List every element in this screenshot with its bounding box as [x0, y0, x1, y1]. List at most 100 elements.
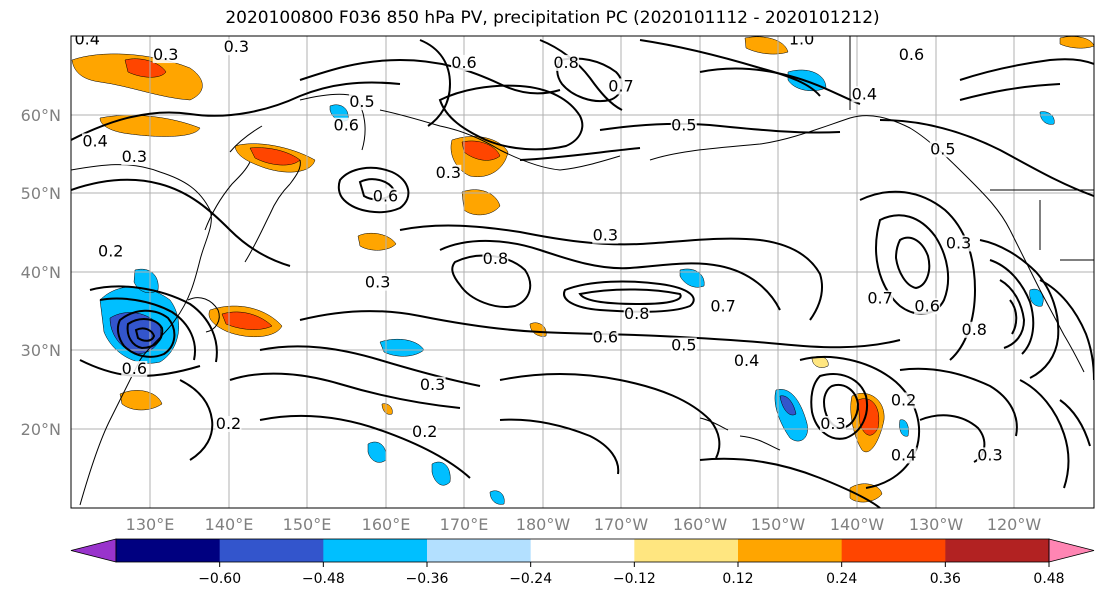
- contour-label-bg: [333, 117, 360, 134]
- colorbar-swatch: [841, 539, 946, 562]
- contour-label: 0.3: [153, 45, 178, 64]
- colorbar-tick-label: 0.36: [930, 571, 961, 587]
- contour-label: 0.3: [977, 445, 1002, 464]
- contour-label: 0.6: [451, 53, 476, 72]
- shade-negative: [379, 339, 425, 357]
- contour-label: 0.6: [122, 359, 147, 378]
- contour-label-bg: [819, 416, 846, 432]
- contour-label: 0.6: [334, 116, 359, 135]
- shade-positive: [119, 390, 163, 411]
- map-frame: [70, 35, 1095, 509]
- shade-negative: [679, 268, 705, 288]
- colorbar-swatch: [219, 539, 324, 562]
- contour-label-bg: [976, 447, 1003, 464]
- colorbar-swatch: [323, 539, 428, 562]
- colorbar-swatch: [530, 539, 635, 562]
- contour-label: 0.2: [216, 414, 241, 433]
- shade-negative: [431, 461, 451, 486]
- contour-label: 0.5: [671, 336, 696, 355]
- shade-negative: [899, 419, 909, 437]
- contour-label: 0.4: [734, 351, 759, 370]
- colorbar-swatch: [945, 539, 1050, 562]
- graticule: [71, 36, 1094, 508]
- colorbar-frame: [115, 538, 1050, 563]
- contour-label: 0.2: [412, 422, 437, 441]
- lon-tick-label: 130°W: [909, 515, 964, 530]
- shade-positive: [71, 53, 203, 101]
- shade-positive: [529, 322, 547, 337]
- contour-label: 0.8: [553, 53, 578, 72]
- colorbar-tick-label: −0.60: [198, 571, 241, 587]
- contour-label: 0.6: [373, 186, 398, 205]
- shade-positive: [357, 233, 397, 251]
- shade-positive: [381, 403, 393, 415]
- contour-label: 0.7: [608, 76, 633, 95]
- contour-label: 0.3: [122, 147, 147, 166]
- contour-label-bg: [788, 36, 815, 48]
- shade-negative: [1029, 288, 1044, 307]
- colorbar-tick-label: 0.12: [722, 571, 753, 587]
- shade-positive: [849, 483, 883, 503]
- lat-tick-label: 30°N: [21, 341, 61, 360]
- contour-label: 0.4: [82, 131, 107, 150]
- contour-label-bg: [851, 86, 878, 103]
- contour-label: 0.3: [420, 375, 445, 394]
- lat-tick-label: 40°N: [21, 263, 61, 282]
- colorbar-swatch: [634, 539, 739, 562]
- figure-title: 2020100800 F036 850 hPa PV, precipitatio…: [225, 8, 880, 28]
- contour-label-bg: [914, 298, 941, 315]
- shade-positive: [744, 36, 789, 55]
- contour-label-bg: [710, 298, 737, 315]
- contour-label: 0.2: [98, 241, 123, 260]
- contour-label: 0.4: [74, 29, 99, 48]
- lon-tick-label: 150°W: [751, 515, 806, 530]
- contour-label: 0.5: [930, 139, 955, 158]
- contour-label-bg: [592, 227, 619, 244]
- shade-negative: [1039, 111, 1055, 125]
- colorbar-extend-low: [70, 538, 117, 563]
- coastlines: [71, 36, 1094, 506]
- lon-tick-label: 140°W: [830, 515, 885, 530]
- contour-label: 0.7: [867, 288, 892, 307]
- contour-label: 0.6: [899, 45, 924, 64]
- colorbar-tick-label: −0.48: [302, 571, 345, 587]
- contour-label: 0.6: [914, 296, 939, 315]
- contour-label-bg: [733, 353, 760, 370]
- contour-label-bg: [411, 423, 438, 440]
- contour-label: 0.3: [436, 163, 461, 182]
- lon-tick-label: 130°E: [126, 515, 175, 530]
- contour-label-bg: [121, 149, 148, 166]
- colorbar-tick-label: −0.12: [613, 571, 656, 587]
- lon-tick-label: 170°E: [440, 515, 489, 530]
- lon-tick-label: 170°W: [594, 515, 649, 530]
- contour-label-bg: [348, 94, 375, 111]
- colorbar-tick-label: 0.48: [1033, 571, 1064, 587]
- contour-label-bg: [372, 188, 399, 205]
- shade-positive: [461, 140, 501, 161]
- lat-tick-label: 60°N: [21, 106, 61, 125]
- colorbar: −0.60 −0.48 −0.36 −0.24 −0.12 0.12 0.24 0.36 0.4…: [70, 538, 1095, 587]
- contour-label-bg: [121, 361, 148, 378]
- contour-label-bg: [482, 251, 509, 268]
- contour-label-bg: [890, 447, 917, 464]
- contour-label: 0.3: [820, 414, 845, 433]
- contour-label-bg: [215, 416, 242, 432]
- shade-positive: [221, 311, 273, 330]
- lat-tick-labels: 60°N 50°N 40°N 30°N 20°N: [21, 106, 61, 439]
- lon-tick-label: 180°W: [516, 515, 571, 530]
- contour-label-bg: [223, 39, 250, 56]
- lon-tick-label: 150°E: [283, 515, 332, 530]
- colorbar-extend-high: [1048, 538, 1095, 563]
- contour-label: 1.0: [789, 29, 814, 48]
- contour-label-bg: [670, 117, 697, 134]
- colorbar-swatch: [427, 539, 532, 562]
- colorbar-tick-label: 0.24: [826, 571, 857, 587]
- contour-label-bg: [74, 36, 101, 48]
- contour-label-bg: [435, 164, 462, 181]
- contour-label: 0.8: [962, 320, 987, 339]
- shade-positive: [461, 189, 501, 216]
- contour-labels: 0.4 0.3 0.3 0.4 0.3 0.2 0.6 0.5 0.6 0.3 0.3 0.6 0.8 0…: [74, 29, 1003, 464]
- colorbar-swatches: [70, 538, 1095, 563]
- shade-negative: [779, 395, 797, 416]
